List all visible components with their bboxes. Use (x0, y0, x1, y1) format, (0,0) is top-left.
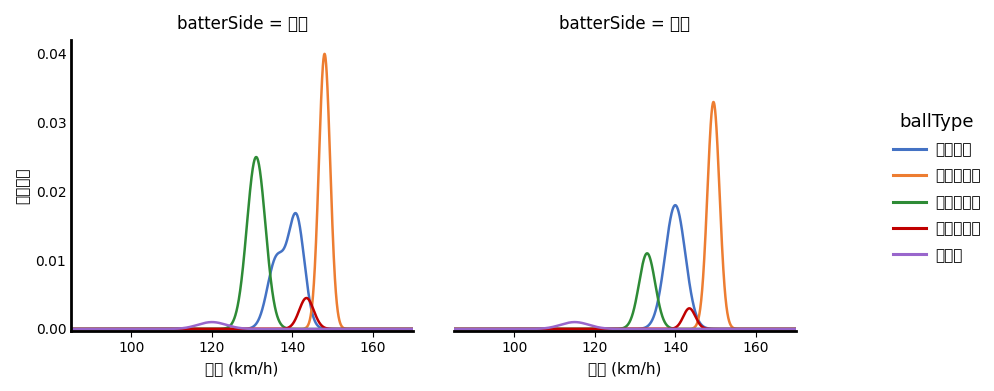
X-axis label: 球速 (km/h): 球速 (km/h) (205, 361, 278, 376)
X-axis label: 球速 (km/h): 球速 (km/h) (587, 361, 661, 376)
Y-axis label: 確率密度: 確率密度 (15, 167, 30, 204)
Title: batterSide = 右打: batterSide = 右打 (176, 15, 307, 33)
Legend: フォーク, ストレート, スライダー, ツーシーム, カーブ: フォーク, ストレート, スライダー, ツーシーム, カーブ (886, 106, 986, 269)
Title: batterSide = 左打: batterSide = 左打 (559, 15, 690, 33)
